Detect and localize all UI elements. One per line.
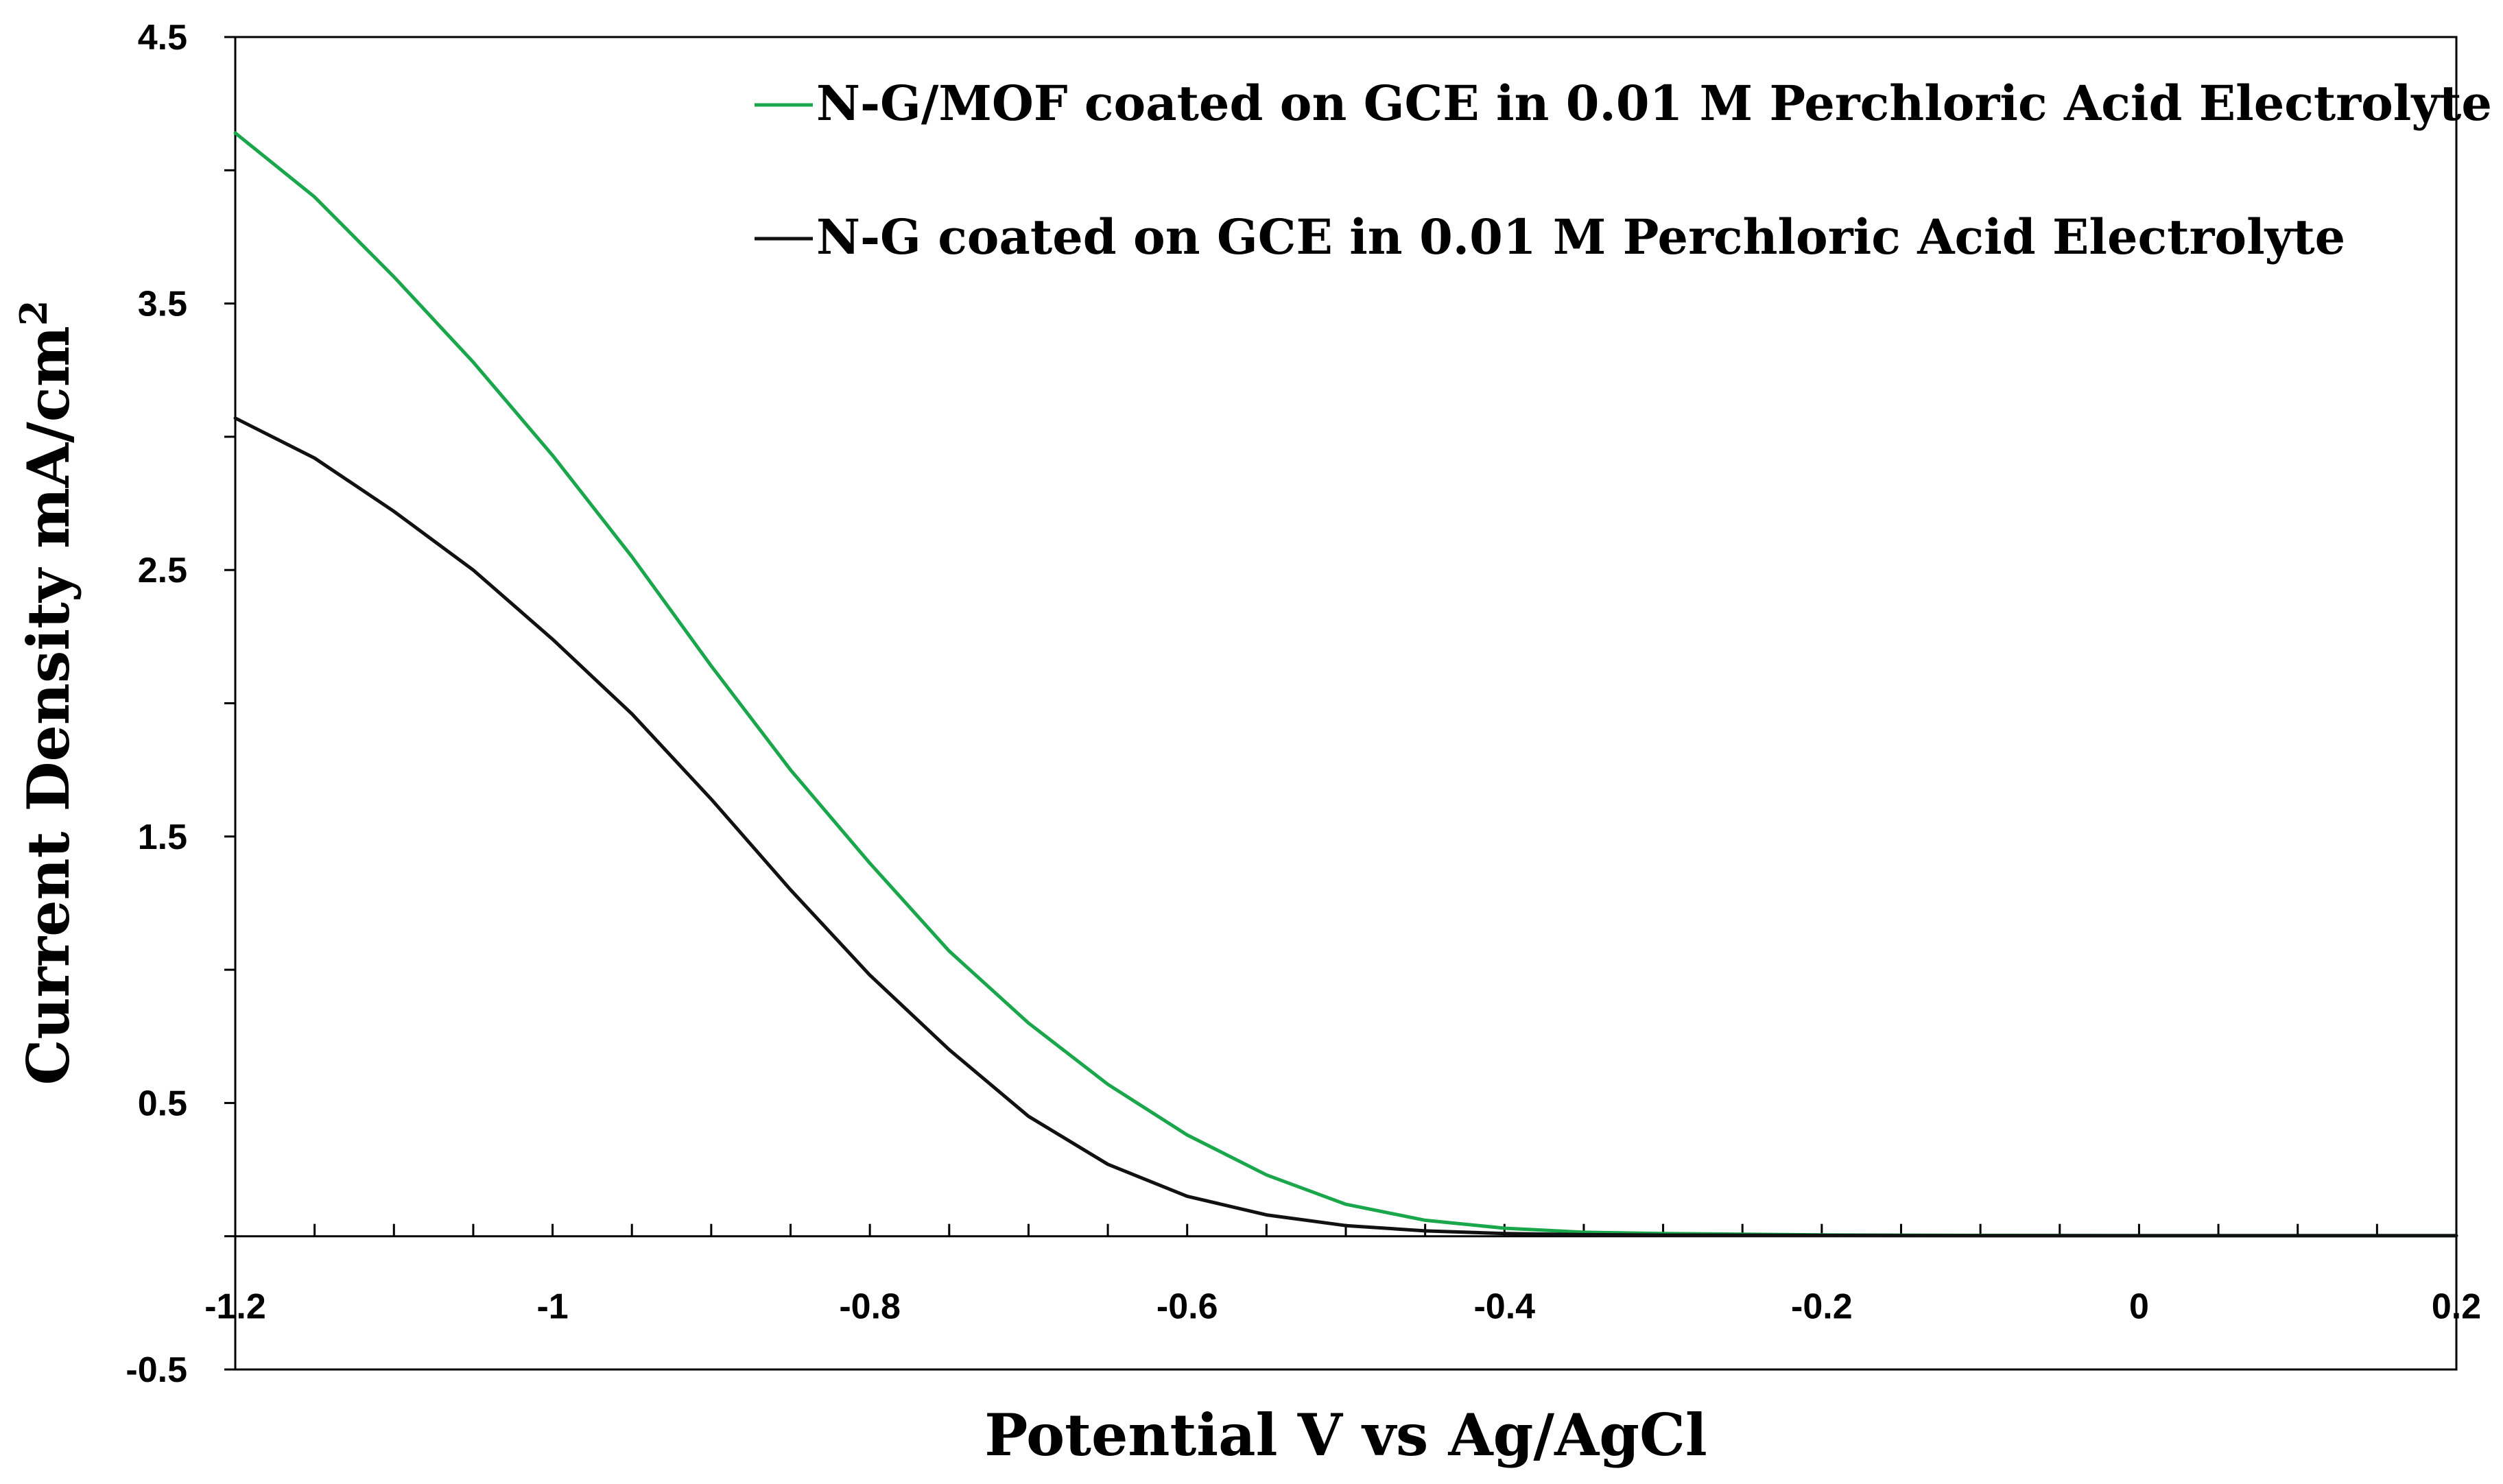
y-axis-title-text: Current Density mA/cm	[14, 326, 82, 1085]
x-tick-label: 0	[2129, 1287, 2149, 1327]
y-tick-label: 2.5	[138, 551, 187, 590]
series-layer	[233, 131, 2458, 1238]
x-tick-label: -0.4	[1473, 1287, 1535, 1327]
y-tick-label: 0.5	[138, 1084, 187, 1123]
x-tick-label: -0.2	[1791, 1287, 1853, 1327]
x-axis-title: Potential V vs Ag/AgCl	[984, 1401, 1707, 1469]
series-line-1	[233, 131, 2458, 1238]
y-tick-label: -0.5	[126, 1350, 187, 1390]
y-axis-title-superscript: 2	[12, 300, 56, 326]
y-axis: -0.5 0.5 1.5 2.5 3.5 4.5	[126, 18, 235, 1390]
legend-label-2: N-G coated on GCE in 0.01 M Perchloric A…	[816, 208, 2345, 265]
x-axis: -1.2 -1 -0.8 -0.6 -0.4 -0.2 0 0.2	[204, 1223, 2481, 1327]
series-line-2	[233, 416, 2458, 1238]
y-axis-title: Current Density mA/cm2	[12, 300, 82, 1086]
x-tick-label: -1	[536, 1287, 568, 1327]
x-tick-label: -1.2	[204, 1287, 266, 1327]
legend: N-G/MOF coated on GCE in 0.01 M Perchlor…	[755, 75, 2492, 265]
x-tick-label: 0.2	[2432, 1287, 2481, 1327]
y-tick-label: 3.5	[138, 285, 187, 324]
x-tick-label: -0.8	[839, 1287, 901, 1327]
y-tick-label: 1.5	[138, 817, 187, 857]
x-tick-label: -0.6	[1156, 1287, 1218, 1327]
legend-label-1: N-G/MOF coated on GCE in 0.01 M Perchlor…	[816, 75, 2492, 132]
y-tick-label: 4.5	[138, 18, 187, 58]
